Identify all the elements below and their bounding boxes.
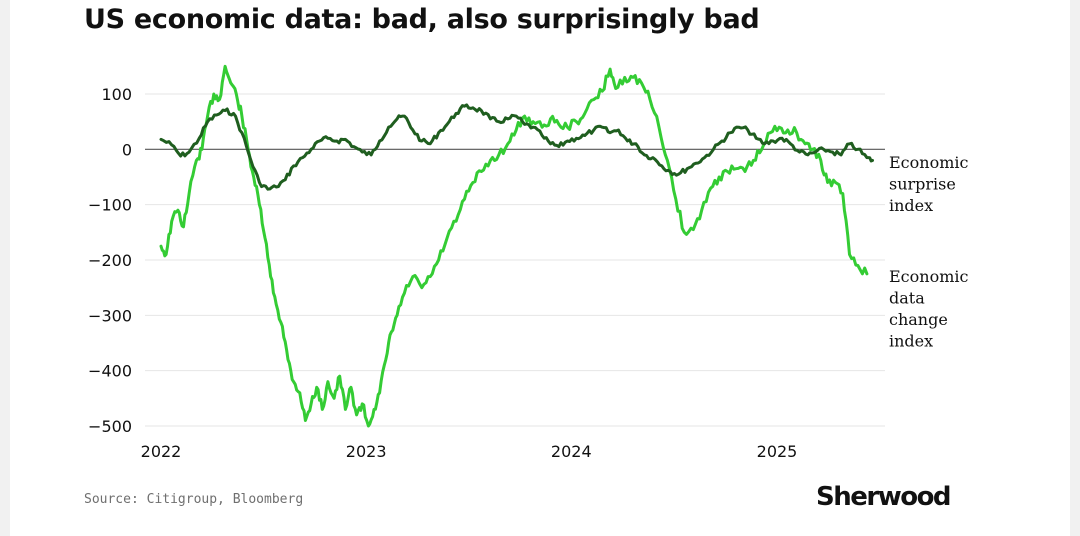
series-direct-labels: Economic data change index Economic surprise i… xyxy=(889,153,969,351)
x-tick-label: 2022 xyxy=(141,442,182,461)
economic-surprise-index-line xyxy=(159,103,874,191)
y-tick-label: −300 xyxy=(88,306,132,325)
series-lines xyxy=(159,64,874,428)
y-tick-label: −200 xyxy=(88,251,132,270)
series-label-line: change xyxy=(889,310,948,329)
grid-lines xyxy=(145,93,885,427)
chart-title: US economic data: bad, also surprisingly… xyxy=(84,4,760,35)
series-label-line: Economic xyxy=(889,153,969,172)
x-tick-label: 2023 xyxy=(346,442,387,461)
right-edge xyxy=(1070,0,1080,536)
economic-surprise-index-label: Economic surprise index xyxy=(889,153,969,215)
y-axis-tick-labels: 100 0 −100 −200 −300 −400 −500 xyxy=(88,85,132,436)
x-axis-tick-labels: 2022 2023 2024 2025 xyxy=(141,442,798,461)
x-tick-label: 2024 xyxy=(551,442,592,461)
economic-data-change-index-line xyxy=(159,64,869,428)
series-label-line: surprise xyxy=(889,175,956,194)
y-tick-label: −500 xyxy=(88,417,132,436)
x-tick-label: 2025 xyxy=(757,442,798,461)
left-edge xyxy=(0,0,10,536)
economic-data-change-index-label: Economic data change index xyxy=(889,267,969,351)
y-tick-label: −400 xyxy=(88,362,132,381)
series-label-line: data xyxy=(889,289,925,308)
y-tick-label: −100 xyxy=(88,196,132,215)
y-tick-label: 0 xyxy=(122,140,132,159)
series-label-line: index xyxy=(889,196,933,215)
y-tick-label: 100 xyxy=(101,85,132,104)
sherwood-logo: Sherwood xyxy=(816,482,952,512)
source-note: Source: Citigroup, Bloomberg xyxy=(84,492,304,507)
series-label-line: Economic xyxy=(889,267,969,286)
series-label-line: index xyxy=(889,332,933,351)
